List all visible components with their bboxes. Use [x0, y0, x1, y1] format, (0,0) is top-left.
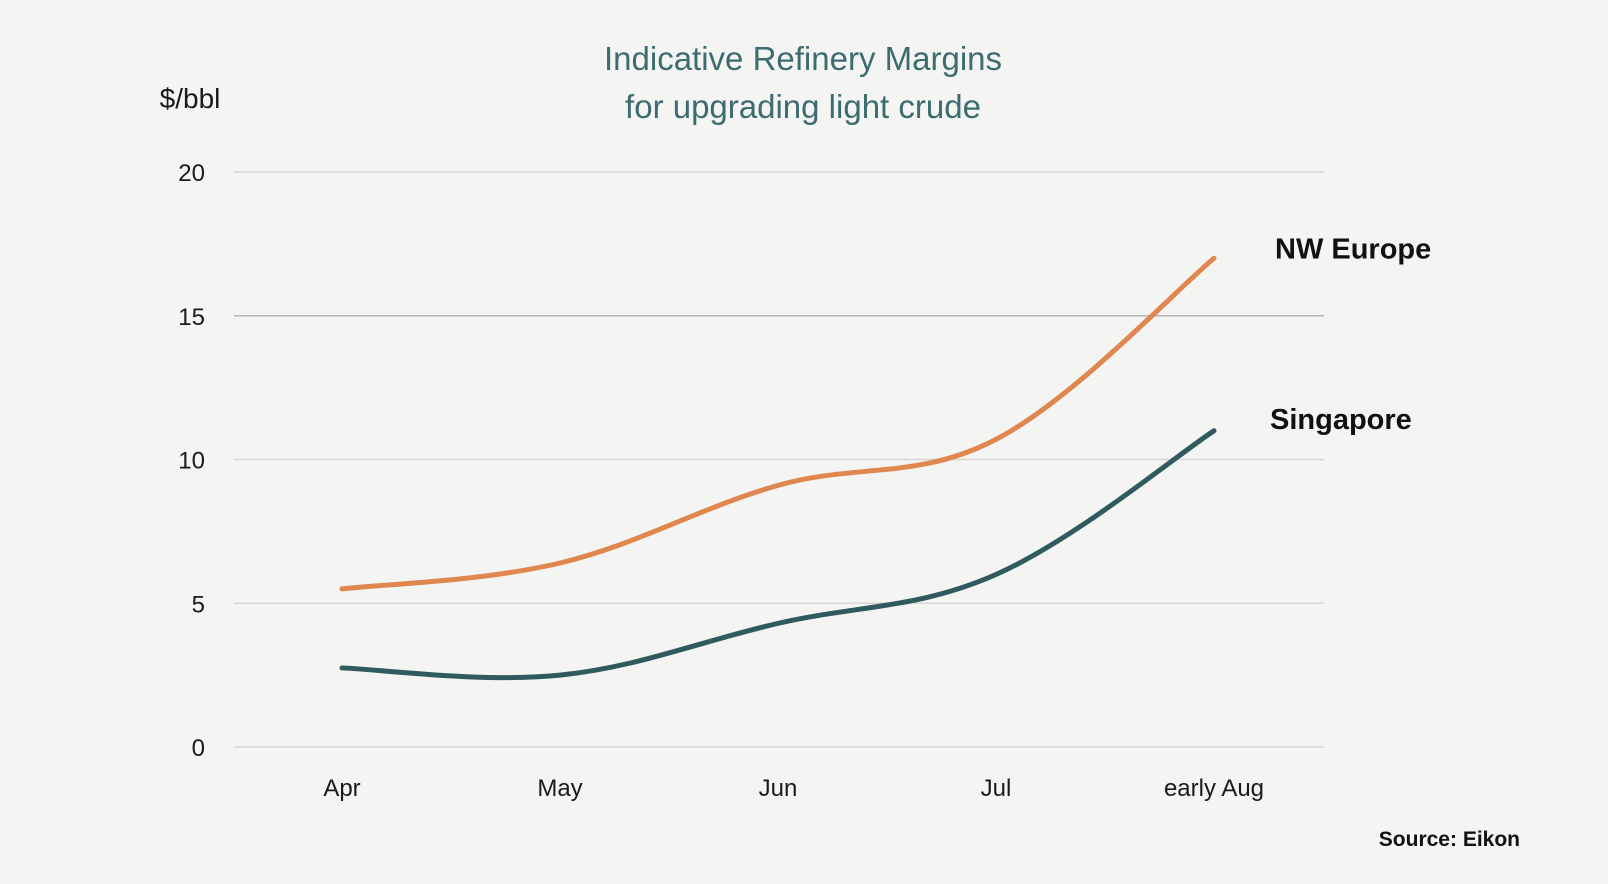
y-tick-label: 0: [192, 735, 205, 762]
source-note: Source: Eikon: [1379, 828, 1520, 851]
x-tick-label: Apr: [323, 775, 360, 802]
y-tick-labels: 0 5 10 15 20: [178, 160, 205, 762]
y-tick-label: 15: [178, 304, 205, 331]
chart-title-line-1: Indicative Refinery Margins: [604, 40, 1002, 77]
y-tick-label: 5: [192, 591, 205, 618]
series-line-nw-europe: [339, 255, 1217, 592]
series-labels: NW Europe Singapore: [1270, 233, 1431, 436]
y-tick-label: 20: [178, 160, 205, 187]
x-tick-label: Jul: [981, 775, 1012, 802]
x-tick-labels: Apr May Jun Jul early Aug: [323, 775, 1264, 802]
y-tick-label: 10: [178, 448, 205, 475]
x-tick-label: Jun: [759, 775, 798, 802]
x-tick-label: May: [537, 775, 582, 802]
x-tick-label: early Aug: [1164, 775, 1264, 802]
gridlines: [234, 171, 1324, 748]
series-label-nw-europe: NW Europe: [1275, 233, 1431, 265]
series-lines: [339, 255, 1217, 681]
chart-title-line-2: for upgrading light crude: [625, 88, 981, 125]
y-axis-unit-label: $/bbl: [160, 83, 221, 114]
series-label-singapore: Singapore: [1270, 404, 1412, 436]
series-line-singapore: [339, 428, 1217, 681]
